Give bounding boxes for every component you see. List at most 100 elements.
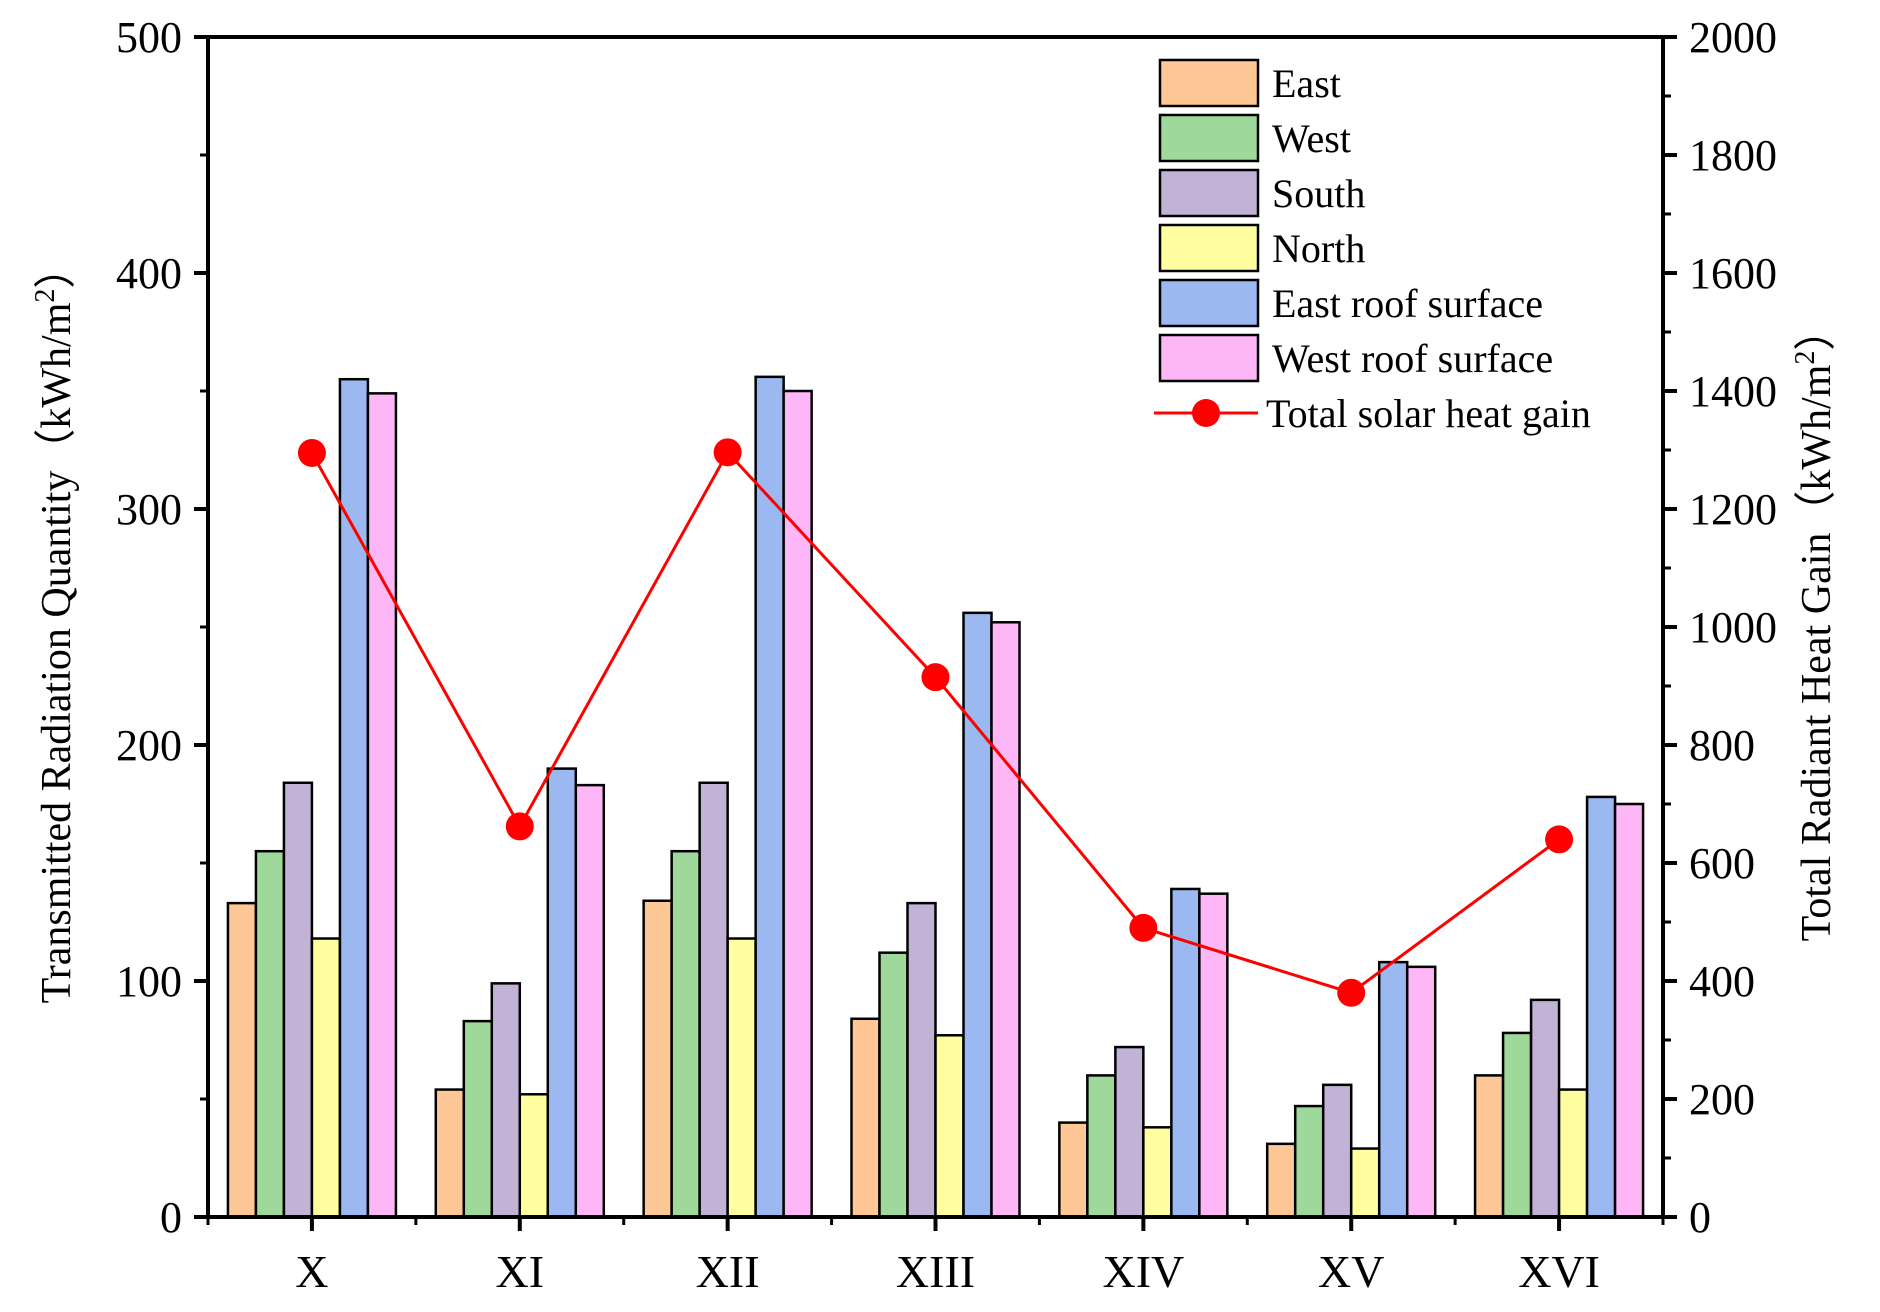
bar-east-xvi	[1473, 1074, 1505, 1219]
legend-label-east-roof-surface: East roof surface	[1272, 281, 1543, 326]
bar-north-xv	[1349, 1147, 1381, 1219]
bar-west-xiii	[878, 951, 909, 1219]
bar-north-xvi	[1557, 1088, 1589, 1219]
bar-west-roof-surface-xiv	[1198, 892, 1229, 1219]
y-left-tick-label: 200	[116, 721, 182, 770]
y-axis-title-right: Total Radiant Heat Gain（kWh/m2）	[1790, 309, 1840, 942]
bar-east-roof-surface-xvi	[1585, 795, 1617, 1219]
y-left-tick-label: 100	[116, 957, 182, 1006]
y-axis-title-right-text: Total Radiant Heat Gain（kWh/m	[1794, 364, 1840, 941]
total-solar-heat-gain-point-xv	[1337, 978, 1366, 1007]
y-right-tick-label: 2000	[1689, 13, 1777, 62]
x-tick-label-xi: XI	[496, 1246, 545, 1297]
bar-east-xiv	[1058, 1121, 1089, 1219]
total-solar-heat-gain-point-x	[297, 438, 326, 467]
total-solar-heat-gain-point-xiv	[1129, 913, 1158, 942]
axis-titles: Transmitted Radiation Quantity（kWh/m2） T…	[30, 247, 1840, 1004]
bar-west-xvi	[1501, 1031, 1533, 1219]
bar-west-roof-surface-xii	[782, 389, 813, 1219]
y-right-tick-label: 1600	[1689, 249, 1777, 298]
x-tick-label-xiv: XIV	[1102, 1246, 1184, 1297]
bar-east-roof-surface-xv	[1377, 960, 1409, 1219]
bar-group	[226, 375, 1645, 1219]
legend-label-south: South	[1272, 171, 1365, 216]
legend-swatch-north	[1158, 223, 1260, 273]
bar-south-xiv	[1114, 1045, 1145, 1219]
legend-label-west: West	[1272, 116, 1351, 161]
bar-west-roof-surface-xiii	[990, 621, 1021, 1219]
y-right-tick-label: 1200	[1689, 485, 1777, 534]
legend-swatch-west	[1158, 113, 1260, 163]
x-tick-label-x: X	[295, 1246, 328, 1297]
bar-west-xii	[670, 849, 701, 1219]
y-axis-title-right-sup: 2	[1790, 351, 1821, 365]
bar-south-x	[282, 781, 314, 1219]
total-solar-heat-gain-point-xiii	[921, 663, 950, 692]
line-group	[297, 438, 1574, 1007]
bar-south-xiii	[906, 901, 937, 1219]
bar-south-xvi	[1529, 998, 1561, 1219]
bar-north-xii	[726, 937, 757, 1219]
bar-east-roof-surface-xiii	[962, 611, 993, 1219]
y-right-tick-label: 1800	[1689, 131, 1777, 180]
y-right-tick-label: 600	[1689, 839, 1755, 888]
y-axis-title-right-close: ）	[1794, 309, 1840, 351]
total-solar-heat-gain-point-xii	[713, 438, 742, 467]
x-tick-label-xiii: XIII	[896, 1246, 975, 1297]
y-right-tick-label: 200	[1689, 1075, 1755, 1124]
x-tick-label-xvi: XVI	[1518, 1246, 1600, 1297]
bar-west-x	[254, 849, 286, 1219]
legend-swatch-south	[1158, 168, 1260, 218]
y-left-tick-label: 0	[160, 1193, 182, 1242]
bar-north-x	[310, 937, 342, 1219]
y-axis-title-left-close: ）	[34, 247, 80, 289]
bar-west-xv	[1293, 1104, 1325, 1219]
bar-east-xiii	[850, 1017, 881, 1219]
legend-label-total-solar-heat-gain: Total solar heat gain	[1266, 391, 1591, 436]
bar-west-roof-surface-x	[366, 392, 398, 1219]
bar-south-xii	[698, 781, 729, 1219]
y-right-tick-label: 1400	[1689, 367, 1777, 416]
y-axis-title-left-sup: 2	[30, 289, 61, 303]
total-solar-heat-gain-point-xi	[505, 812, 534, 841]
y-left-tick-label: 500	[116, 13, 182, 62]
bar-east-xi	[434, 1088, 466, 1219]
bar-north-xiii	[934, 1034, 965, 1219]
ticks-group: 0 100 200 300 400 500 0 200 400 600 800 1000 1200 140…	[116, 13, 1777, 1297]
y-axis-title-left: Transmitted Radiation Quantity（kWh/m2）	[30, 247, 80, 1004]
x-tick-label-xii: XII	[696, 1246, 760, 1297]
bar-east-roof-surface-xii	[754, 375, 785, 1219]
legend-swatch-east-roof-surface	[1158, 278, 1260, 328]
bar-west-xiv	[1086, 1074, 1117, 1219]
legend-swatch-west-roof-surface	[1158, 333, 1260, 383]
bar-west-roof-surface-xv	[1405, 965, 1437, 1219]
bar-east-x	[226, 901, 258, 1219]
y-right-tick-label: 800	[1689, 721, 1755, 770]
legend: East West South North East roof surface West …	[1154, 58, 1591, 436]
y-left-tick-label: 400	[116, 249, 182, 298]
y-right-tick-label: 0	[1689, 1193, 1711, 1242]
bar-east-roof-surface-x	[338, 377, 370, 1219]
legend-swatch-east	[1158, 58, 1260, 108]
x-tick-label-xv: XV	[1318, 1246, 1384, 1297]
legend-marker-swatch	[1192, 399, 1220, 427]
bar-east-xv	[1265, 1142, 1297, 1219]
bar-north-xi	[518, 1093, 550, 1219]
bar-east-roof-surface-xi	[546, 767, 578, 1219]
bar-west-xi	[462, 1019, 494, 1219]
bar-west-roof-surface-xi	[574, 783, 606, 1219]
legend-label-north: North	[1272, 226, 1365, 271]
legend-label-east: East	[1272, 61, 1341, 106]
y-left-tick-label: 300	[116, 485, 182, 534]
bar-east-xii	[642, 899, 673, 1219]
total-solar-heat-gain-point-xvi	[1545, 825, 1574, 854]
y-axis-title-left-text: Transmitted Radiation Quantity（kWh/m	[34, 302, 80, 1003]
bar-west-roof-surface-xvi	[1613, 802, 1645, 1219]
y-right-tick-label: 1000	[1689, 603, 1777, 652]
bar-north-xiv	[1142, 1126, 1173, 1219]
legend-label-west-roof-surface: West roof surface	[1272, 336, 1553, 381]
y-right-tick-label: 400	[1689, 957, 1755, 1006]
bar-south-xv	[1321, 1083, 1353, 1219]
